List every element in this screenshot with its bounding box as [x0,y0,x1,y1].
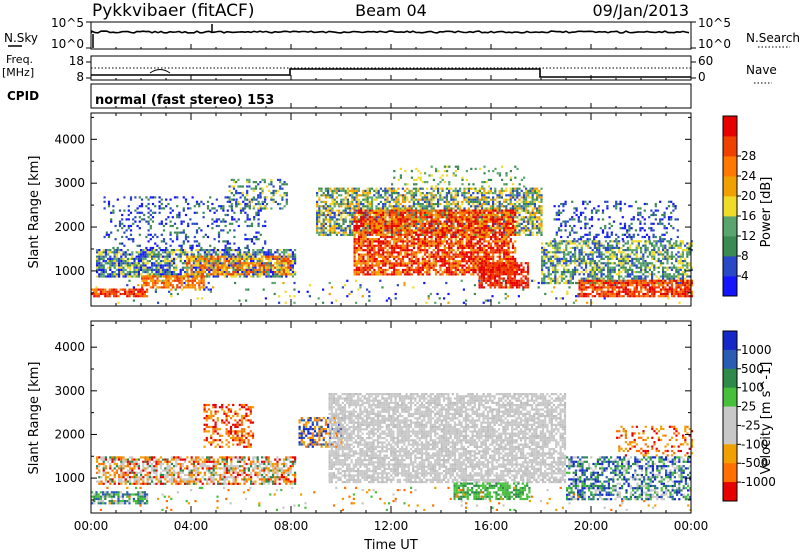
freq-trace [91,68,691,78]
cpid-mode: normal (fast stereo) 153 [95,93,274,108]
ytick-label: 4000 [54,132,85,146]
velocity-xlabel: Time UT [363,538,417,553]
freq-tick-top: 18 [69,54,84,68]
velocity-colorbar: 1000 500 100 25 -25 -100 -500 -1000 Velocity [m… [722,330,776,502]
nsearch-tick-bottom: 10^0 [698,37,731,51]
xtick-label: 20:00 [574,519,609,533]
nsearch-label: N.Search [746,31,800,45]
ytick-label: 3000 [54,384,85,398]
colorbar-tick-label: 16 [741,209,756,223]
ytick-label: 2000 [54,427,85,441]
xtick-label: 04:00 [174,519,209,533]
nsky-panel: 10^5 10^0 10^5 10^0 N.Sky N.Search [4,16,800,51]
nave-tick-bottom: 0 [698,70,706,84]
nsky-tick-bottom: 10^0 [51,37,84,51]
colorbar-tick-label: 12 [741,229,756,243]
xtick-label: 16:00 [474,519,509,533]
colorbar-tick-label: 4 [741,269,749,283]
colorbar-segment [723,425,737,445]
colorbar-segment [723,196,737,217]
colorbar-segment [723,276,737,297]
xtick-label: 00:00 [74,519,109,533]
colorbar-tick-label: -25 [741,418,761,432]
colorbar-segment [723,256,737,277]
beam-title: Beam 04 [355,1,427,20]
velocity-panel: 1000 2000 3000 4000 00:00 04:00 08:00 12:00 16:… [27,320,709,553]
date-title: 09/Jan/2013 [592,1,689,20]
velocity-colorbar-label: Velocity [m s^-1] [759,362,774,475]
colorbar-tick-label: -500 [741,456,768,470]
ytick-label: 2000 [54,220,85,234]
ytick-label: 1000 [54,471,85,485]
colorbar-segment [723,236,737,257]
velocity-y-axis: 1000 2000 3000 4000 [54,324,691,501]
colorbar-segment [723,116,737,137]
nsky-label: N.Sky [4,31,38,45]
colorbar-tick-label: 100 [741,381,764,395]
colorbar-segment [723,444,737,464]
power-y-axis: 1000 2000 3000 4000 [54,116,691,294]
xtick-label: 12:00 [374,519,409,533]
colorbar-segment [723,156,737,177]
freq-label-line2: [MHz] [2,66,34,79]
power-data [91,165,693,298]
colorbar-tick-label: 28 [741,149,756,163]
velocity-x-axis: 00:00 04:00 08:00 12:00 16:00 20:00 00:00 [74,321,709,533]
colorbar-segment [723,406,737,426]
colorbar-segment [723,136,737,157]
velocity-ylabel: Slant Range [km] [27,362,42,475]
nave-tick-top: 60 [698,54,713,68]
colorbar-tick-label: 25 [741,400,756,414]
power-x-ticks [90,44,692,306]
colorbar-tick-label: 500 [741,362,764,376]
cpid-label: CPID [7,89,39,103]
velocity-data [91,393,693,511]
colorbar-segment [723,176,737,197]
colorbar-tick-label: 1000 [741,343,772,357]
colorbar-segment [723,349,737,370]
xtick-label: 00:00 [674,519,709,533]
colorbar-segment [723,216,737,237]
power-ylabel: Slant Range [km] [27,156,42,269]
colorbar-segment [723,331,737,351]
colorbar-segment [723,463,737,483]
freq-panel: 18 8 60 0 Freq. [MHz] Nave [2,53,777,84]
colorbar-tick-label: 8 [741,249,749,263]
power-colorbar-label: Power [dB] [759,177,774,248]
colorbar-tick-label: -1000 [741,475,776,489]
colorbar-segment [723,387,737,407]
ytick-label: 3000 [54,176,85,190]
nsky-tick-top: 10^5 [51,16,84,30]
colorbar-segment [723,368,737,389]
station-title: Pykkvibaer (fitACF) [92,1,254,21]
freq-label-line1: Freq. [6,53,33,66]
power-panel: 1000 2000 3000 4000 Slant Range [km] [27,44,693,307]
nsky-trace [90,30,690,34]
power-colorbar: 4 8 12 16 20 24 28 Power [dB] [722,115,774,297]
ytick-label: 1000 [54,264,85,278]
xtick-label: 08:00 [274,519,309,533]
nsearch-tick-top: 10^5 [698,16,731,30]
nave-label: Nave [746,63,777,77]
colorbar-tick-label: 24 [741,169,756,183]
colorbar-tick-label: -100 [741,437,768,451]
colorbar-tick-label: 20 [741,189,756,203]
freq-tick-bottom: 8 [76,70,84,84]
colorbar-segment [723,482,737,502]
ytick-label: 4000 [54,340,85,354]
